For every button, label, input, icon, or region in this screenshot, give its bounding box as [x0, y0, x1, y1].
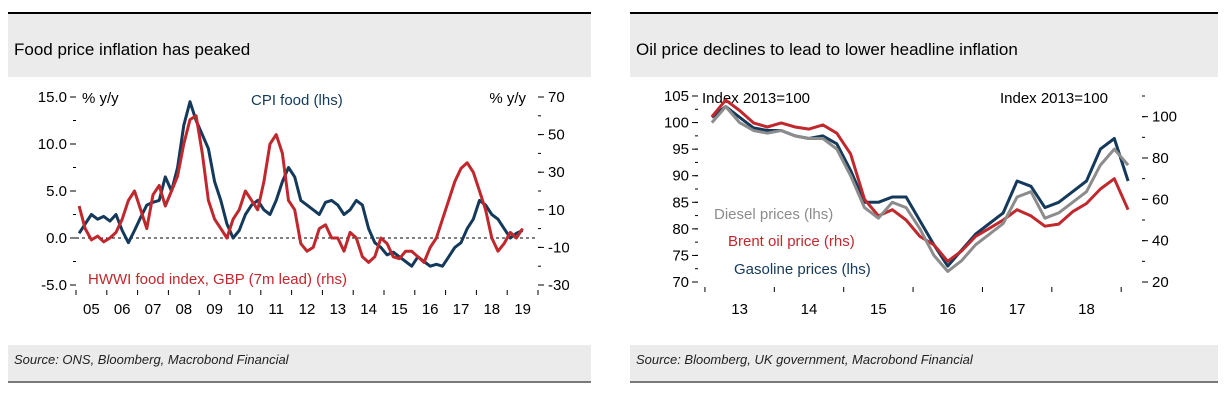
food-inflation-panel: Food price inflation has peaked 15.0 10.0… [8, 12, 591, 384]
source-box: Source: ONS, Bloomberg, Macrobond Financ… [8, 345, 591, 383]
y-tick-label-left: 70 [672, 274, 689, 291]
y-tick-label-right: 70 [548, 89, 565, 106]
series-label: Brent oil price (rhs) [728, 233, 855, 250]
source-note: Source: Bloomberg, UK government, Macrob… [636, 352, 973, 367]
x-tick-label: 16 [422, 301, 439, 318]
x-tick-label: 18 [483, 301, 500, 318]
x-tick-label: 13 [329, 301, 346, 318]
y-axis-label-right: Index 2013=100 [1000, 90, 1108, 107]
y-tick-label-left: 100 [664, 115, 689, 132]
y-axis-label-left: Index 2013=100 [702, 90, 810, 107]
chart-title-box: Food price inflation has peaked [8, 12, 591, 77]
x-tick-label: 06 [114, 301, 131, 318]
y-tick-label-right: -30 [548, 277, 570, 294]
chart-title: Oil price declines to lead to lower head… [636, 40, 1018, 59]
y-tick-label-right: 60 [1152, 191, 1169, 208]
y-tick-label-right: -10 [548, 239, 570, 256]
series-label: HWWI food index, GBP (7m lead) (rhs) [88, 271, 347, 288]
source-box: Source: Bloomberg, UK government, Macrob… [630, 345, 1218, 383]
source-note: Source: ONS, Bloomberg, Macrobond Financ… [14, 352, 289, 367]
y-tick-label-left: 10.0 [38, 136, 67, 153]
y-tick-label-left: 85 [672, 194, 689, 211]
y-tick-label-right: 100 [1152, 109, 1177, 126]
chart-title: Food price inflation has peaked [14, 40, 251, 59]
series-line-1 [710, 98, 1130, 263]
x-tick-label: 07 [145, 301, 162, 318]
oil-price-chart: 105 100 95 90 85 80 75 70 100 80 60 40 20 Index 2013=… [664, 88, 1177, 318]
y-tick-label-left: 80 [672, 221, 689, 238]
y-tick-label-left: -5.0 [41, 277, 67, 294]
y-axis-label-right: % y/y [489, 90, 526, 107]
x-tick-label: 13 [731, 301, 748, 318]
y-tick-label-left: 90 [672, 168, 689, 185]
x-tick-label: 11 [268, 301, 284, 318]
y-tick-label-left: 5.0 [46, 183, 67, 200]
oil-price-panel: Oil price declines to lead to lower head… [630, 12, 1218, 384]
series-label: Gasoline prices (lhs) [734, 261, 871, 278]
y-tick-label-left: 15.0 [38, 89, 67, 106]
y-tick-label-right: 40 [1152, 233, 1169, 250]
y-tick-label-right: 30 [548, 164, 565, 181]
series-label: Diesel prices (lhs) [714, 206, 833, 223]
x-tick-label: 15 [391, 301, 408, 318]
x-tick-label: 10 [237, 301, 254, 318]
x-tick-label: 18 [1078, 301, 1095, 318]
y-tick-label-right: 10 [548, 202, 565, 219]
y-tick-label-left: 105 [664, 88, 689, 105]
series-label: CPI food (lhs) [251, 92, 343, 109]
x-tick-label: 14 [801, 301, 818, 318]
y-tick-label-right: 50 [548, 127, 565, 144]
series-line-2 [710, 105, 1130, 273]
x-tick-label: 16 [939, 301, 956, 318]
y-tick-label-right: 80 [1152, 150, 1169, 167]
x-tick-label: 08 [175, 301, 192, 318]
x-tick-label: 15 [870, 301, 887, 318]
series-line-1 [77, 114, 524, 264]
chart-title-box: Oil price declines to lead to lower head… [630, 12, 1218, 77]
y-axis-label-left: % y/y [82, 90, 119, 107]
x-tick-label: 12 [299, 301, 316, 318]
x-tick-label: 09 [206, 301, 223, 318]
x-tick-label: 05 [83, 301, 100, 318]
x-tick-label: 19 [514, 301, 531, 318]
x-tick-label: 17 [1009, 301, 1026, 318]
food-inflation-chart: 15.0 10.0 5.0 0.0 -5.0 70 50 30 10 -10 -30 % y/y % y… [38, 89, 570, 318]
y-tick-label-left: 75 [672, 247, 689, 264]
y-tick-label-left: 95 [672, 141, 689, 158]
x-tick-label: 17 [453, 301, 470, 318]
x-tick-label: 14 [360, 301, 377, 318]
y-tick-label-right: 20 [1152, 274, 1169, 291]
y-tick-label-left: 0.0 [46, 230, 67, 247]
